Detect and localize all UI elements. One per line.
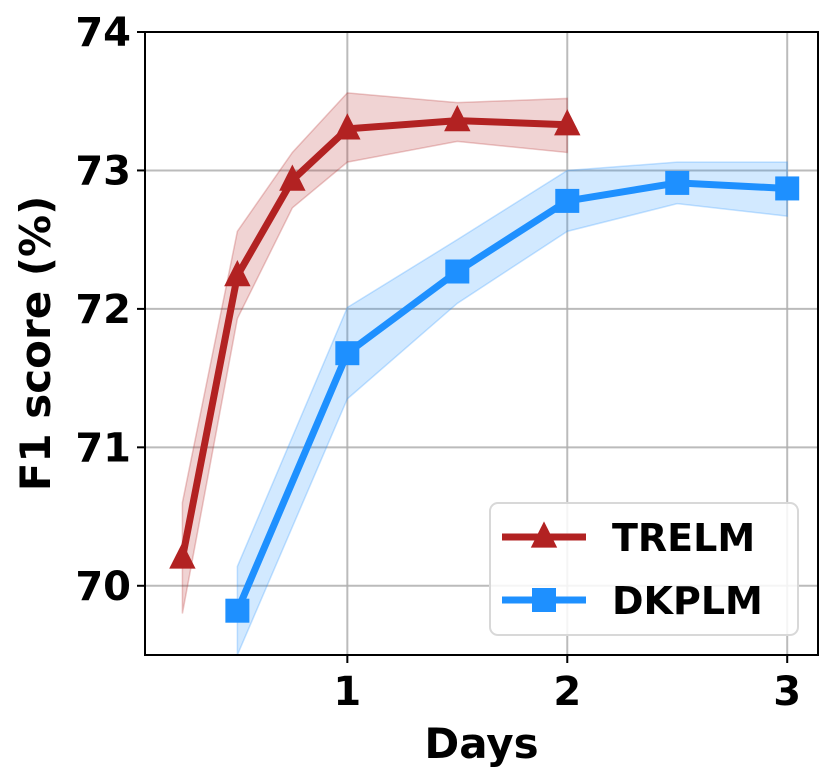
series-lines [178,117,788,613]
x-tick-label: 2 [553,669,581,715]
confidence-band-trelm [181,92,569,614]
data-point-trelm [169,542,196,569]
x-axis-ticks: 1 2 3 [333,655,801,715]
legend-label-dkplm: DKPLM [612,579,763,623]
y-tick-label: 73 [75,148,131,194]
data-point-dkplm [555,188,580,213]
x-axis-title: Days [424,719,538,768]
legend-marker-trelm [530,521,558,548]
data-point-trelm [444,104,471,132]
y-tick-label: 71 [75,425,131,471]
data-point-dkplm [665,170,690,195]
data-point-dkplm [775,176,800,201]
y-axis-title: F1 score (%) [11,196,60,492]
data-point-trelm [224,260,251,287]
data-point-trelm [279,164,306,191]
y-tick-label: 74 [75,10,131,56]
data-point-dkplm [335,341,360,366]
x-tick-label: 3 [773,669,801,715]
x-tick-label: 1 [333,669,361,715]
plot-frame [144,31,819,656]
series-line-dkplm [234,179,788,613]
confidence-bands [181,92,788,656]
data-point-dkplm [445,259,470,284]
series-line-trelm [178,117,568,559]
legend-label-trelm: TRELM [612,516,755,560]
y-tick-label: 72 [75,287,131,333]
data-point-dkplm [225,598,250,623]
legend: TRELM DKPLM [489,502,799,636]
y-tick-label: 70 [75,564,131,610]
y-axis-ticks: 70 71 72 73 74 [75,10,145,610]
confidence-band-dkplm [236,161,788,656]
legend-marker-dkplm [532,588,556,612]
data-point-trelm [554,109,581,136]
data-point-trelm [334,113,361,140]
series-markers [169,104,800,623]
